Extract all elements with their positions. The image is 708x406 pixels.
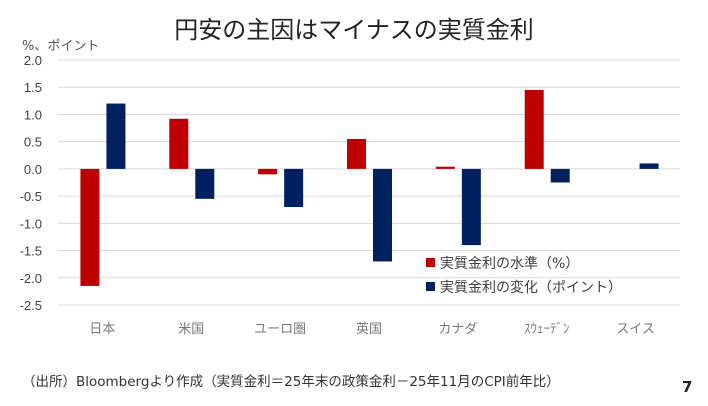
x-tick-label: ユーロ圏	[254, 322, 306, 337]
bar-level	[435, 166, 455, 169]
bar-change	[550, 168, 570, 183]
y-tick-label: 1.5	[24, 80, 42, 95]
y-tick-label: -2.0	[20, 271, 42, 286]
bar-change	[461, 168, 481, 246]
x-tick-label: スイス	[616, 322, 655, 337]
x-tick-label: 日本	[89, 322, 115, 337]
bar-level	[524, 89, 544, 169]
y-tick-label: 0.5	[24, 135, 42, 150]
y-tick-label: -1.5	[20, 244, 42, 259]
chart-title: 円安の主因はマイナスの実質金利	[174, 16, 534, 44]
y-axis-label: %、ポイント	[22, 39, 100, 54]
legend-label: 実質金利の変化（ポイント）	[440, 279, 622, 296]
bar-change	[284, 168, 304, 207]
legend-swatch	[426, 282, 435, 291]
legend-swatch	[426, 258, 435, 267]
y-tick-label: 1.0	[24, 107, 42, 122]
source-note: （出所）Bloombergより作成（実質金利＝25年末の政策金利－25年11月の…	[22, 374, 560, 390]
bar-change	[195, 168, 215, 199]
bar-level	[80, 168, 100, 286]
bar-level	[347, 138, 366, 169]
x-tick-label: ｽｳｪｰﾃﾞﾝ	[524, 322, 570, 337]
y-tick-label: 0.0	[24, 162, 42, 177]
y-tick-label: -0.5	[20, 189, 42, 204]
legend-label: 実質金利の水準（%）	[440, 256, 579, 272]
y-tick-label: -1.0	[20, 216, 42, 231]
y-tick-label: 2.0	[24, 53, 42, 68]
bar-change	[639, 163, 659, 169]
x-tick-label: 米国	[178, 322, 204, 337]
y-tick-label: -2.5	[20, 298, 42, 313]
bar-level	[258, 168, 278, 175]
x-tick-label: 英国	[356, 322, 382, 337]
page-number: 7	[682, 378, 693, 396]
bar-change	[373, 168, 392, 262]
bar-change	[106, 103, 126, 169]
x-tick-label: カナダ	[438, 322, 477, 337]
bar-level	[169, 118, 189, 169]
